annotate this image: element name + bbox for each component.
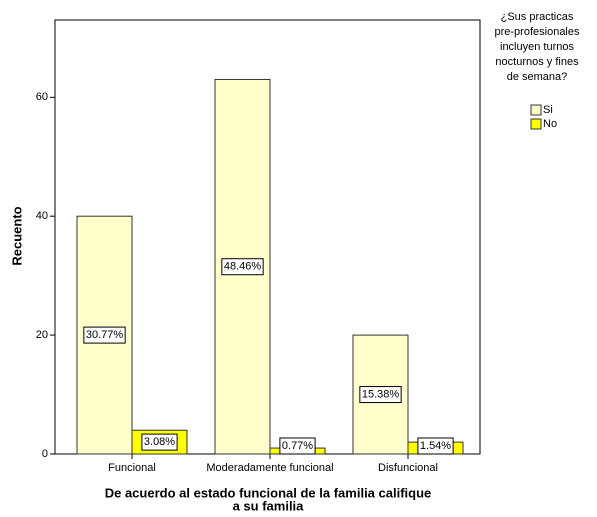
x-tick-label: Moderadamente funcional	[206, 462, 333, 474]
y-tick-label: 40	[36, 210, 48, 222]
value-label-box	[279, 437, 316, 455]
x-axis-title: De acuerdo al estado funcional de la fam…	[105, 485, 432, 500]
value-label: 48.46%	[224, 261, 262, 273]
legend-title: ¿Sus practicas	[501, 11, 574, 23]
y-tick-label: 60	[36, 91, 48, 103]
value-label-box	[141, 433, 178, 451]
legend-swatch	[530, 118, 542, 130]
legend-title: pre-profesionales	[495, 26, 580, 38]
value-label: 15.38%	[362, 388, 400, 400]
legend-title: incluyen turnos	[500, 41, 574, 53]
value-label-box	[417, 437, 454, 455]
legend-title: nocturnos y fines	[495, 56, 579, 68]
value-label: 30.77%	[86, 329, 124, 341]
value-label: 0.77%	[282, 440, 313, 452]
value-label-box	[83, 326, 126, 344]
x-tick-label: Funcional	[108, 462, 156, 474]
value-label-box	[359, 386, 402, 404]
y-axis-title: Recuento	[9, 206, 24, 265]
legend-title: de semana?	[507, 71, 568, 83]
legend-swatch	[530, 104, 542, 116]
y-tick-label: 20	[36, 329, 48, 341]
value-label-box	[221, 258, 264, 276]
legend-label: Si	[543, 104, 553, 116]
legend-label: No	[543, 118, 557, 130]
value-label: 3.08%	[144, 436, 175, 448]
x-tick-label: Disfuncional	[378, 462, 438, 474]
y-tick-label: 0	[42, 448, 48, 460]
value-label: 1.54%	[420, 440, 451, 452]
x-axis-title: a su familia	[233, 498, 305, 513]
